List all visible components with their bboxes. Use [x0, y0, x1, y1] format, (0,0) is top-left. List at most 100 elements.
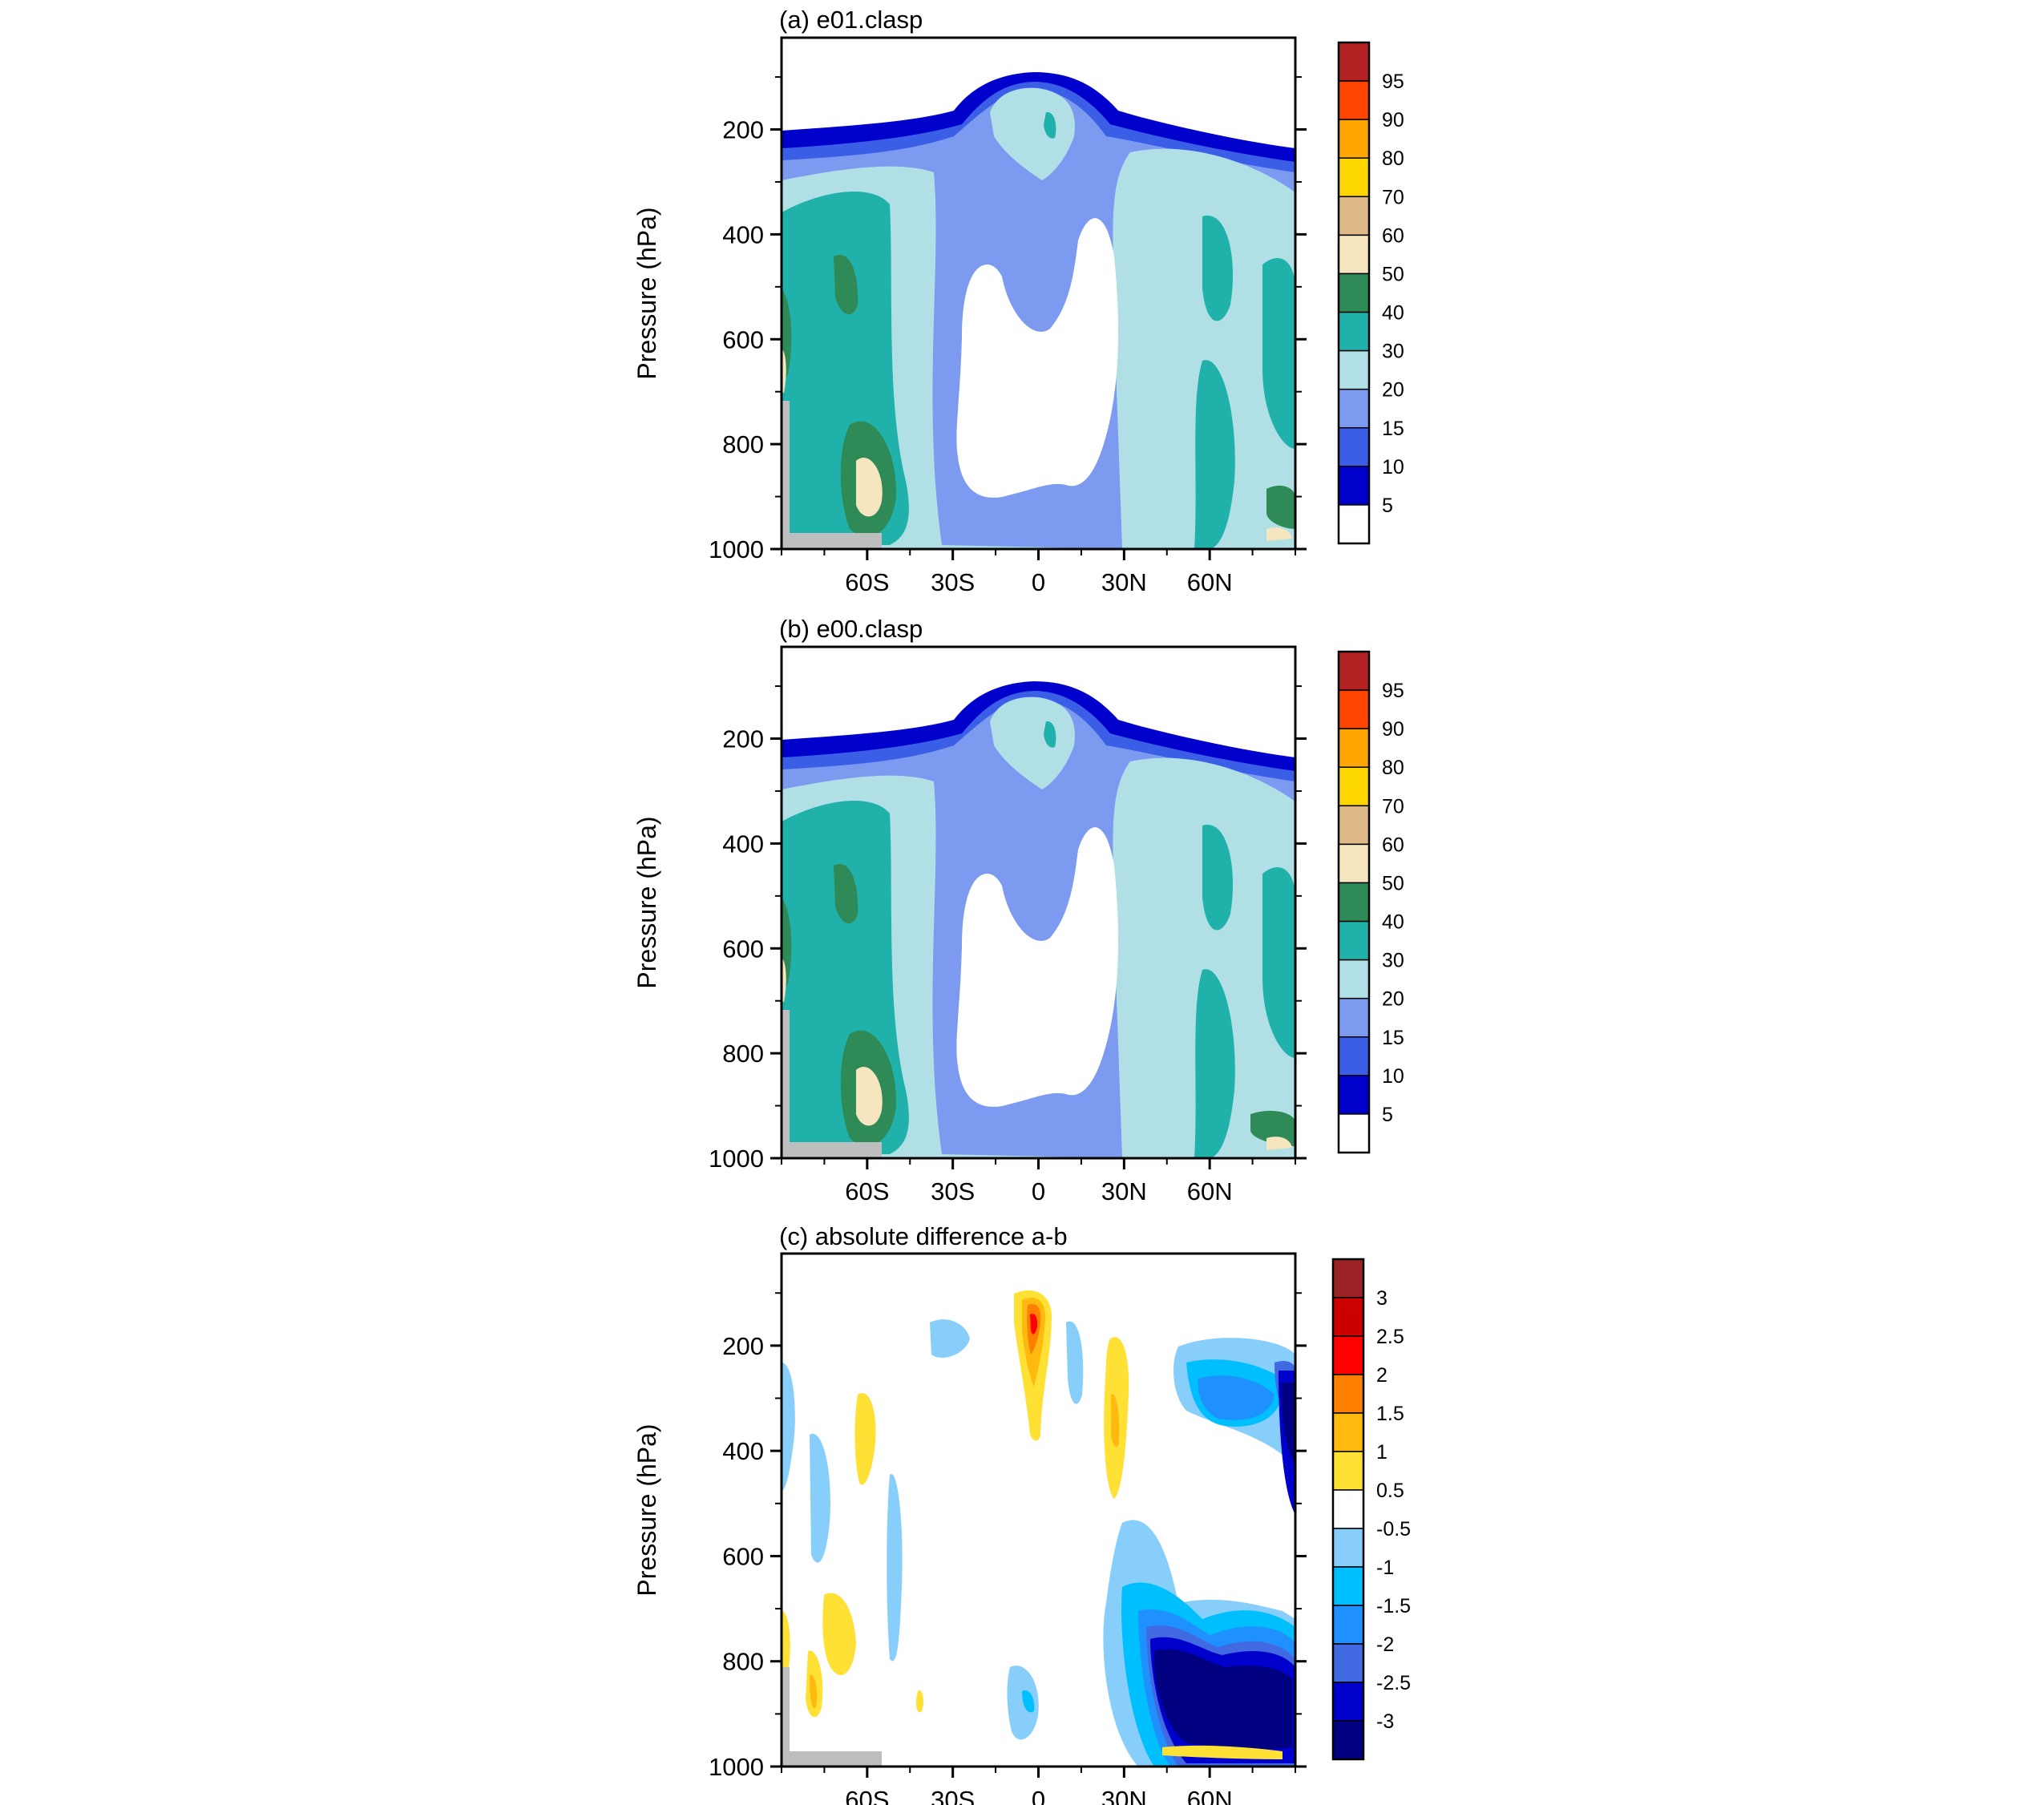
colorbar-swatch [1332, 1258, 1364, 1298]
contour-b-level-20 [782, 697, 1295, 1158]
x-tick-label: 0 [1032, 1177, 1045, 1205]
colorbar-swatch [1338, 80, 1370, 120]
y-ticks-b: 200 400 600 800 1000 [709, 685, 1307, 1173]
colorbar-swatch [1332, 1643, 1364, 1683]
masked-region-b [782, 1010, 882, 1158]
colorbar-frame [1337, 650, 1371, 1154]
colorbar-swatch [1332, 1605, 1364, 1645]
colorbar-swatch [1332, 1451, 1364, 1491]
panel-title-b: (b) e00.clasp [779, 615, 923, 643]
colorbar-label: 70 [1382, 795, 1404, 818]
colorbar-label: 1.5 [1376, 1403, 1404, 1425]
y-tick-label: 600 [722, 935, 764, 963]
colorbar-swatch [1338, 766, 1370, 807]
colorbar-label: -2.5 [1376, 1672, 1411, 1694]
colorbar-label: 1 [1376, 1441, 1388, 1464]
colorbar-label: 80 [1382, 147, 1404, 170]
panel-b: (b) e00.clasp Pressure (hPa) 20040060080… [632, 615, 1404, 1205]
colorbar-swatch [1338, 651, 1370, 691]
y-tick-label: 400 [722, 220, 764, 248]
colorbar-swatch [1332, 1335, 1364, 1375]
colorbar-label: 30 [1382, 950, 1404, 972]
colorbar-swatch [1338, 882, 1370, 923]
colorbar-swatch [1338, 1036, 1370, 1076]
colorbar-swatch [1338, 119, 1370, 159]
y-tick-label: 200 [722, 116, 764, 144]
y-tick-label: 600 [722, 1542, 764, 1570]
contour-field-b [782, 647, 1295, 1158]
colorbar-label: 40 [1382, 302, 1404, 325]
panel-a: (a) e01.clasp Pressure (hPa) 20040060080… [632, 6, 1404, 596]
y-axis-title-c: Pressure (hPa) [632, 1423, 661, 1596]
colorbar-label: 50 [1382, 872, 1404, 894]
colorbar-swatch [1338, 427, 1370, 467]
contour-a-level-30 [782, 111, 1295, 549]
y-tick-label: 200 [722, 725, 764, 753]
contour-b-level-30 [782, 721, 1295, 1158]
colorbar-frame [1337, 41, 1371, 545]
contour-c-pos-05 [782, 1290, 1283, 1759]
colorbar-frame [1331, 1258, 1365, 1761]
y-tick-label: 1000 [709, 1145, 764, 1173]
contour-b-clear-region [956, 827, 1118, 1107]
colorbar-label: 95 [1382, 680, 1404, 702]
colorbar-label: 20 [1382, 379, 1404, 402]
x-tick-label: 60N [1187, 1177, 1233, 1205]
x-tick-label: 0 [1032, 568, 1045, 596]
x-tick-label: 60S [845, 1786, 889, 1805]
colorbar-label: 60 [1382, 834, 1404, 856]
colorbar-swatch [1338, 997, 1370, 1038]
colorbar-label: -3 [1376, 1710, 1394, 1733]
colorbar-swatch [1338, 959, 1370, 999]
colorbar-swatch [1332, 1412, 1364, 1452]
colorbar-label: -1 [1376, 1557, 1394, 1579]
colorbar-label: 3 [1376, 1287, 1388, 1310]
colorbar-label: 80 [1382, 757, 1404, 779]
colorbar-swatch [1338, 1113, 1370, 1153]
colorbar-swatch [1332, 1374, 1364, 1414]
colorbar-label: 15 [1382, 418, 1404, 440]
y-axis-title-a: Pressure (hPa) [632, 207, 661, 379]
colorbar-label: 20 [1382, 988, 1404, 1011]
contour-a-level-20 [782, 87, 1295, 549]
y-tick-label: 600 [722, 325, 764, 353]
colorbar-label: 40 [1382, 911, 1404, 934]
colorbar-label: -1.5 [1376, 1595, 1411, 1617]
panel-c: (c) absolute difference a-b Pressure (hP… [632, 1222, 1411, 1805]
colorbar-swatch [1338, 273, 1370, 313]
colorbar-label: 5 [1382, 1104, 1393, 1126]
colorbar-label: 50 [1382, 263, 1404, 285]
contour-c-neg-3 [1153, 1383, 1295, 1750]
colorbar-swatch [1338, 920, 1370, 961]
colorbar-label: 90 [1382, 718, 1404, 741]
x-tick-label: 30N [1101, 1177, 1147, 1205]
y-tick-label: 200 [722, 1332, 764, 1360]
colorbar-label: 2 [1376, 1364, 1388, 1387]
x-ticks-a: 60S 30S 0 30N 60N [781, 549, 1296, 596]
x-tick-label: 30S [931, 568, 975, 596]
colorbar-swatch [1338, 157, 1370, 198]
colorbar-swatch [1332, 1528, 1364, 1568]
y-tick-label: 800 [722, 430, 764, 458]
y-axis-title-b: Pressure (hPa) [632, 816, 661, 988]
masked-region-c [782, 1667, 882, 1767]
y-tick-label: 800 [722, 1648, 764, 1676]
colorbar-swatch [1332, 1566, 1364, 1606]
colorbar-swatch [1332, 1682, 1364, 1722]
colorbar-swatch [1338, 843, 1370, 884]
colorbar-label: 95 [1382, 71, 1404, 93]
x-tick-label: 60N [1187, 1786, 1233, 1805]
colorbar-swatch [1338, 349, 1370, 390]
colorbar-label: 5 [1382, 495, 1393, 517]
colorbar-label: 90 [1382, 109, 1404, 131]
x-ticks-c: 60S 30S 0 30N 60N [781, 1767, 1296, 1805]
panel-title-a: (a) e01.clasp [779, 6, 923, 34]
contour-field-c [782, 1254, 1295, 1767]
x-tick-label: 60S [845, 1177, 889, 1205]
colorbar-swatch [1332, 1489, 1364, 1529]
colorbar-label: 60 [1382, 224, 1404, 247]
colorbar-label: -0.5 [1376, 1518, 1411, 1541]
colorbar-label: 70 [1382, 186, 1404, 208]
colorbar-swatch [1338, 689, 1370, 729]
